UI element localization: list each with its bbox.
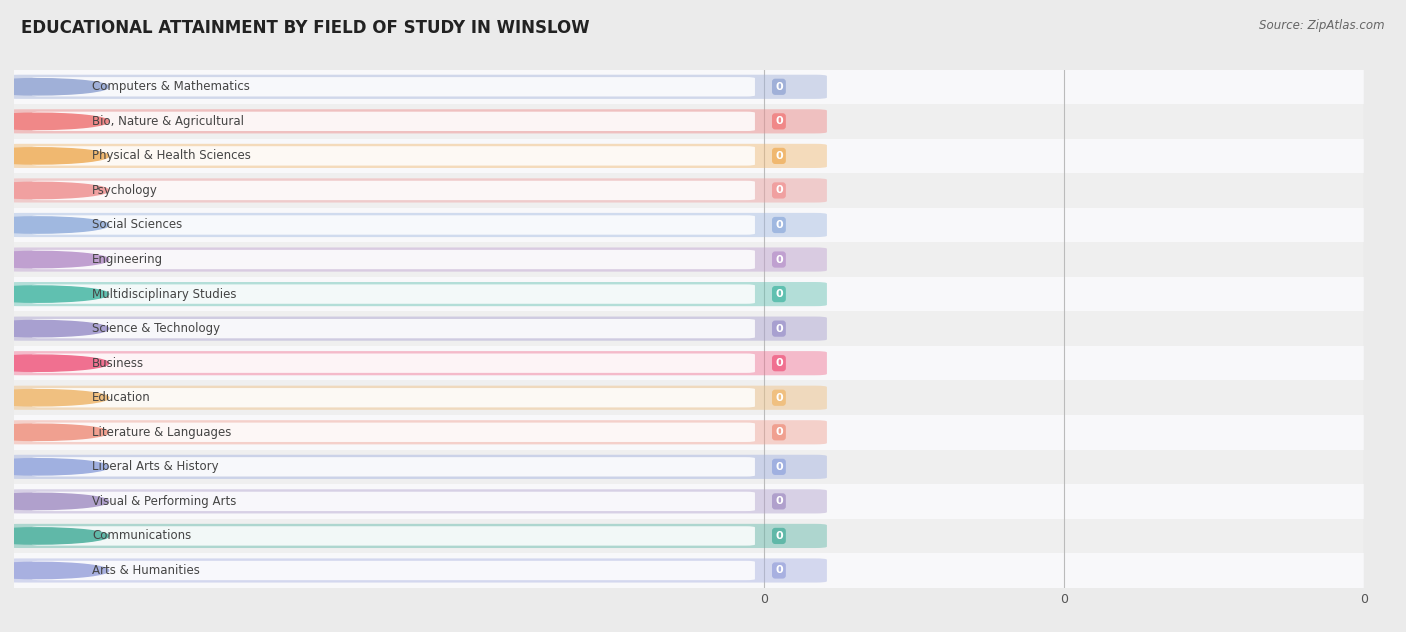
- FancyBboxPatch shape: [8, 524, 827, 548]
- Text: 0: 0: [775, 289, 783, 299]
- FancyBboxPatch shape: [32, 284, 755, 304]
- FancyBboxPatch shape: [32, 457, 755, 477]
- FancyBboxPatch shape: [32, 526, 755, 545]
- FancyBboxPatch shape: [8, 317, 827, 341]
- FancyBboxPatch shape: [8, 420, 827, 444]
- Text: Liberal Arts & History: Liberal Arts & History: [91, 460, 219, 473]
- Bar: [14, 484, 1364, 519]
- Circle shape: [0, 493, 108, 509]
- Bar: [14, 415, 1364, 449]
- Bar: [14, 138, 1364, 173]
- Text: 0: 0: [775, 566, 783, 576]
- Text: Psychology: Psychology: [91, 184, 157, 197]
- FancyBboxPatch shape: [32, 423, 755, 442]
- Bar: [14, 242, 1364, 277]
- FancyBboxPatch shape: [32, 181, 755, 200]
- Circle shape: [0, 113, 108, 130]
- Text: 0: 0: [775, 185, 783, 195]
- FancyBboxPatch shape: [32, 388, 755, 408]
- Text: Arts & Humanities: Arts & Humanities: [91, 564, 200, 577]
- FancyBboxPatch shape: [8, 386, 827, 410]
- Text: 0: 0: [775, 531, 783, 541]
- Circle shape: [0, 424, 108, 441]
- Text: Education: Education: [91, 391, 150, 404]
- Bar: [14, 449, 1364, 484]
- Bar: [14, 553, 1364, 588]
- Bar: [14, 208, 1364, 242]
- Circle shape: [0, 182, 108, 198]
- Text: Physical & Health Sciences: Physical & Health Sciences: [91, 149, 250, 162]
- Circle shape: [0, 217, 108, 233]
- Text: EDUCATIONAL ATTAINMENT BY FIELD OF STUDY IN WINSLOW: EDUCATIONAL ATTAINMENT BY FIELD OF STUDY…: [21, 19, 589, 37]
- Text: Multidisciplinary Studies: Multidisciplinary Studies: [91, 288, 236, 301]
- Circle shape: [0, 286, 108, 302]
- Text: Business: Business: [91, 356, 145, 370]
- FancyBboxPatch shape: [32, 146, 755, 166]
- FancyBboxPatch shape: [8, 109, 827, 133]
- Text: 0: 0: [775, 392, 783, 403]
- Bar: [14, 70, 1364, 104]
- Bar: [14, 380, 1364, 415]
- Text: 0: 0: [775, 427, 783, 437]
- FancyBboxPatch shape: [8, 178, 827, 202]
- FancyBboxPatch shape: [32, 77, 755, 97]
- Text: 0: 0: [775, 462, 783, 472]
- Text: 0: 0: [775, 116, 783, 126]
- Text: 0: 0: [775, 151, 783, 161]
- FancyBboxPatch shape: [32, 561, 755, 580]
- Text: 0: 0: [775, 255, 783, 265]
- Text: 0: 0: [775, 220, 783, 230]
- Circle shape: [0, 148, 108, 164]
- FancyBboxPatch shape: [8, 144, 827, 168]
- FancyBboxPatch shape: [8, 559, 827, 583]
- FancyBboxPatch shape: [8, 248, 827, 272]
- Bar: [14, 173, 1364, 208]
- Bar: [14, 346, 1364, 380]
- Text: Source: ZipAtlas.com: Source: ZipAtlas.com: [1260, 19, 1385, 32]
- Bar: [14, 277, 1364, 312]
- FancyBboxPatch shape: [32, 492, 755, 511]
- FancyBboxPatch shape: [8, 75, 827, 99]
- FancyBboxPatch shape: [8, 489, 827, 513]
- Text: 0: 0: [775, 358, 783, 368]
- FancyBboxPatch shape: [32, 112, 755, 131]
- FancyBboxPatch shape: [32, 353, 755, 373]
- Text: 0: 0: [775, 82, 783, 92]
- Circle shape: [0, 528, 108, 544]
- FancyBboxPatch shape: [32, 250, 755, 269]
- Bar: [14, 104, 1364, 138]
- Text: Engineering: Engineering: [91, 253, 163, 266]
- Circle shape: [0, 389, 108, 406]
- FancyBboxPatch shape: [32, 216, 755, 234]
- Circle shape: [0, 562, 108, 579]
- Text: Literature & Languages: Literature & Languages: [91, 426, 232, 439]
- Circle shape: [0, 320, 108, 337]
- FancyBboxPatch shape: [8, 213, 827, 237]
- FancyBboxPatch shape: [32, 319, 755, 338]
- Circle shape: [0, 78, 108, 95]
- Circle shape: [0, 252, 108, 268]
- Circle shape: [0, 459, 108, 475]
- Bar: [14, 312, 1364, 346]
- Bar: [14, 519, 1364, 553]
- Circle shape: [0, 355, 108, 372]
- Text: Bio, Nature & Agricultural: Bio, Nature & Agricultural: [91, 115, 245, 128]
- Text: Communications: Communications: [91, 530, 191, 542]
- Text: Visual & Performing Arts: Visual & Performing Arts: [91, 495, 236, 508]
- FancyBboxPatch shape: [8, 282, 827, 306]
- Text: Social Sciences: Social Sciences: [91, 219, 183, 231]
- FancyBboxPatch shape: [8, 351, 827, 375]
- Text: Science & Technology: Science & Technology: [91, 322, 221, 335]
- Text: Computers & Mathematics: Computers & Mathematics: [91, 80, 250, 94]
- Text: 0: 0: [775, 496, 783, 506]
- FancyBboxPatch shape: [8, 455, 827, 479]
- Text: 0: 0: [775, 324, 783, 334]
